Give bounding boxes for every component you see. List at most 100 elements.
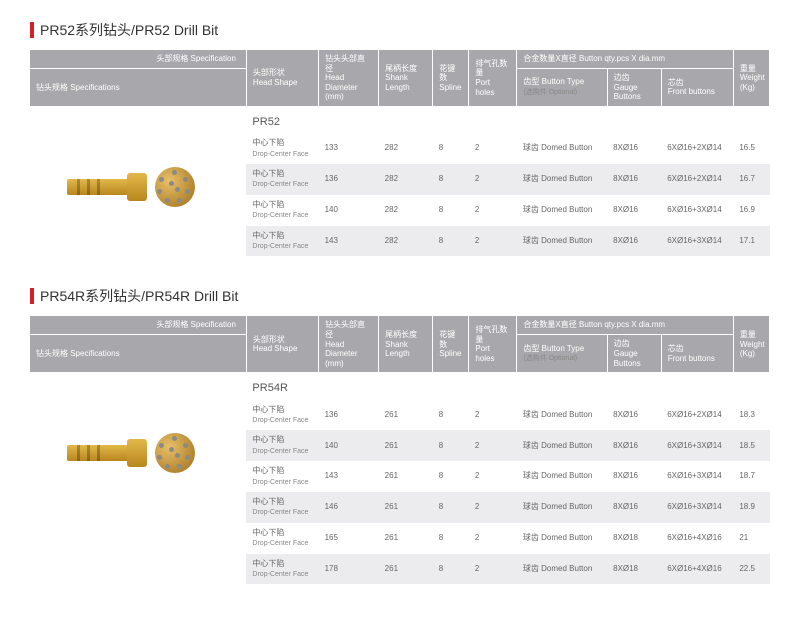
cell-front: 6XØ16+3XØ14 <box>661 430 733 461</box>
cell-shank: 282 <box>379 133 433 164</box>
cell-spline: 8 <box>433 461 469 492</box>
th-alloy-group: 合金数量X直径 Button qty.pcs X dia.mm <box>517 316 733 334</box>
th-shank: 尾柄长度Shank Length <box>379 316 433 372</box>
cell-btn-type: 球齿 Domed Button <box>517 430 607 461</box>
spec-table: 头部规格 Specification头部形状Head Shape钻头头部直径He… <box>30 50 770 256</box>
model-row: PR54R <box>30 373 770 400</box>
cell-dia: 165 <box>319 523 379 554</box>
cell-gauge: 8XØ16 <box>607 492 661 523</box>
cell-port: 2 <box>469 226 517 257</box>
cell-port: 2 <box>469 554 517 585</box>
spec-table: 头部规格 Specification头部形状Head Shape钻头头部直径He… <box>30 316 770 584</box>
cell-weight: 16.5 <box>733 133 769 164</box>
cell-dia: 143 <box>319 226 379 257</box>
cell-dia: 140 <box>319 195 379 226</box>
cell-dia: 133 <box>319 133 379 164</box>
cell-head-shape: 中心下陷Drop-Center Face <box>246 523 318 554</box>
cell-shank: 282 <box>379 164 433 195</box>
cell-port: 2 <box>469 400 517 431</box>
th-head-dia: 钻头头部直径Head Diameter (mm) <box>319 316 379 372</box>
cell-spline: 8 <box>433 133 469 164</box>
cell-front: 6XØ16+2XØ14 <box>661 164 733 195</box>
th-alloy-group: 合金数量X直径 Button qty.pcs X dia.mm <box>517 50 733 68</box>
th-head-shape: 头部形状Head Shape <box>246 50 318 106</box>
section-title: PR54R系列钻头/PR54R Drill Bit <box>30 286 770 306</box>
cell-shank: 261 <box>379 492 433 523</box>
cell-head-shape: 中心下陷Drop-Center Face <box>246 226 318 257</box>
cell-head-shape: 中心下陷Drop-Center Face <box>246 492 318 523</box>
cell-shank: 282 <box>379 226 433 257</box>
cell-dia: 143 <box>319 461 379 492</box>
cell-shank: 261 <box>379 461 433 492</box>
cell-front: 6XØ16+4XØ16 <box>661 523 733 554</box>
cell-btn-type: 球齿 Domed Button <box>517 164 607 195</box>
cell-head-shape: 中心下陷Drop-Center Face <box>246 400 318 431</box>
cell-shank: 282 <box>379 195 433 226</box>
cell-btn-type: 球齿 Domed Button <box>517 461 607 492</box>
cell-shank: 261 <box>379 523 433 554</box>
th-spec-top: 头部规格 Specification <box>30 316 246 334</box>
cell-btn-type: 球齿 Domed Button <box>517 195 607 226</box>
th-btn-type: 齿型 Button Type(选购件 Optional) <box>517 335 607 373</box>
cell-spline: 8 <box>433 400 469 431</box>
cell-gauge: 8XØ16 <box>607 461 661 492</box>
section-title-text: PR54R系列钻头/PR54R Drill Bit <box>40 286 238 306</box>
cell-head-shape: 中心下陷Drop-Center Face <box>246 461 318 492</box>
drill-bit-side-icon <box>57 169 147 205</box>
section-title-text: PR52系列钻头/PR52 Drill Bit <box>40 20 218 40</box>
th-front: 芯齿Front buttons <box>661 335 733 373</box>
cell-spline: 8 <box>433 554 469 585</box>
th-gauge: 边齿Gauge Buttons <box>607 335 661 373</box>
drill-bit-face-icon <box>155 433 195 473</box>
spec-thead: 头部规格 Specification头部形状Head Shape钻头头部直径He… <box>30 316 770 372</box>
section-title: PR52系列钻头/PR52 Drill Bit <box>30 20 770 40</box>
cell-dia: 178 <box>319 554 379 585</box>
model-row: PR52 <box>30 106 770 133</box>
model-name: PR52 <box>246 106 769 133</box>
cell-port: 2 <box>469 430 517 461</box>
th-head-shape: 头部形状Head Shape <box>246 316 318 372</box>
cell-head-shape: 中心下陷Drop-Center Face <box>246 164 318 195</box>
th-port: 排气孔数量Port holes <box>469 316 517 372</box>
cell-spline: 8 <box>433 430 469 461</box>
cell-spline: 8 <box>433 226 469 257</box>
cell-weight: 18.9 <box>733 492 769 523</box>
cell-port: 2 <box>469 195 517 226</box>
th-head-dia: 钻头头部直径Head Diameter (mm) <box>319 50 379 106</box>
cell-front: 6XØ16+4XØ16 <box>661 554 733 585</box>
th-spec-top: 头部规格 Specification <box>30 50 246 68</box>
th-spline: 花键数Spline <box>433 316 469 372</box>
cell-port: 2 <box>469 492 517 523</box>
spec-table-wrap: 头部规格 Specification头部形状Head Shape钻头头部直径He… <box>30 50 770 256</box>
cell-shank: 261 <box>379 400 433 431</box>
cell-btn-type: 球齿 Domed Button <box>517 554 607 585</box>
cell-gauge: 8XØ18 <box>607 554 661 585</box>
th-gauge: 边齿Gauge Buttons <box>607 68 661 106</box>
th-weight: 重量Weight (Kg) <box>733 50 769 106</box>
cell-head-shape: 中心下陷Drop-Center Face <box>246 554 318 585</box>
cell-head-shape: 中心下陷Drop-Center Face <box>246 195 318 226</box>
cell-gauge: 8XØ16 <box>607 195 661 226</box>
cell-spline: 8 <box>433 164 469 195</box>
th-btn-type: 齿型 Button Type(选购件 Optional) <box>517 68 607 106</box>
cell-btn-type: 球齿 Domed Button <box>517 492 607 523</box>
cell-gauge: 8XØ16 <box>607 164 661 195</box>
cell-weight: 16.9 <box>733 195 769 226</box>
cell-gauge: 8XØ18 <box>607 523 661 554</box>
cell-btn-type: 球齿 Domed Button <box>517 133 607 164</box>
cell-front: 6XØ16+2XØ14 <box>661 400 733 431</box>
cell-gauge: 8XØ16 <box>607 226 661 257</box>
accent-bar-icon <box>30 288 34 304</box>
cell-port: 2 <box>469 461 517 492</box>
cell-front: 6XØ16+2XØ14 <box>661 133 733 164</box>
cell-btn-type: 球齿 Domed Button <box>517 226 607 257</box>
section-0: PR52系列钻头/PR52 Drill Bit 头部规格 Specificatio… <box>30 20 770 256</box>
cell-front: 6XØ16+3XØ14 <box>661 492 733 523</box>
image-cell <box>30 106 246 256</box>
cell-weight: 22.5 <box>733 554 769 585</box>
cell-head-shape: 中心下陷Drop-Center Face <box>246 430 318 461</box>
cell-weight: 17.1 <box>733 226 769 257</box>
th-spline: 花键数Spline <box>433 50 469 106</box>
cell-dia: 146 <box>319 492 379 523</box>
cell-gauge: 8XØ16 <box>607 133 661 164</box>
